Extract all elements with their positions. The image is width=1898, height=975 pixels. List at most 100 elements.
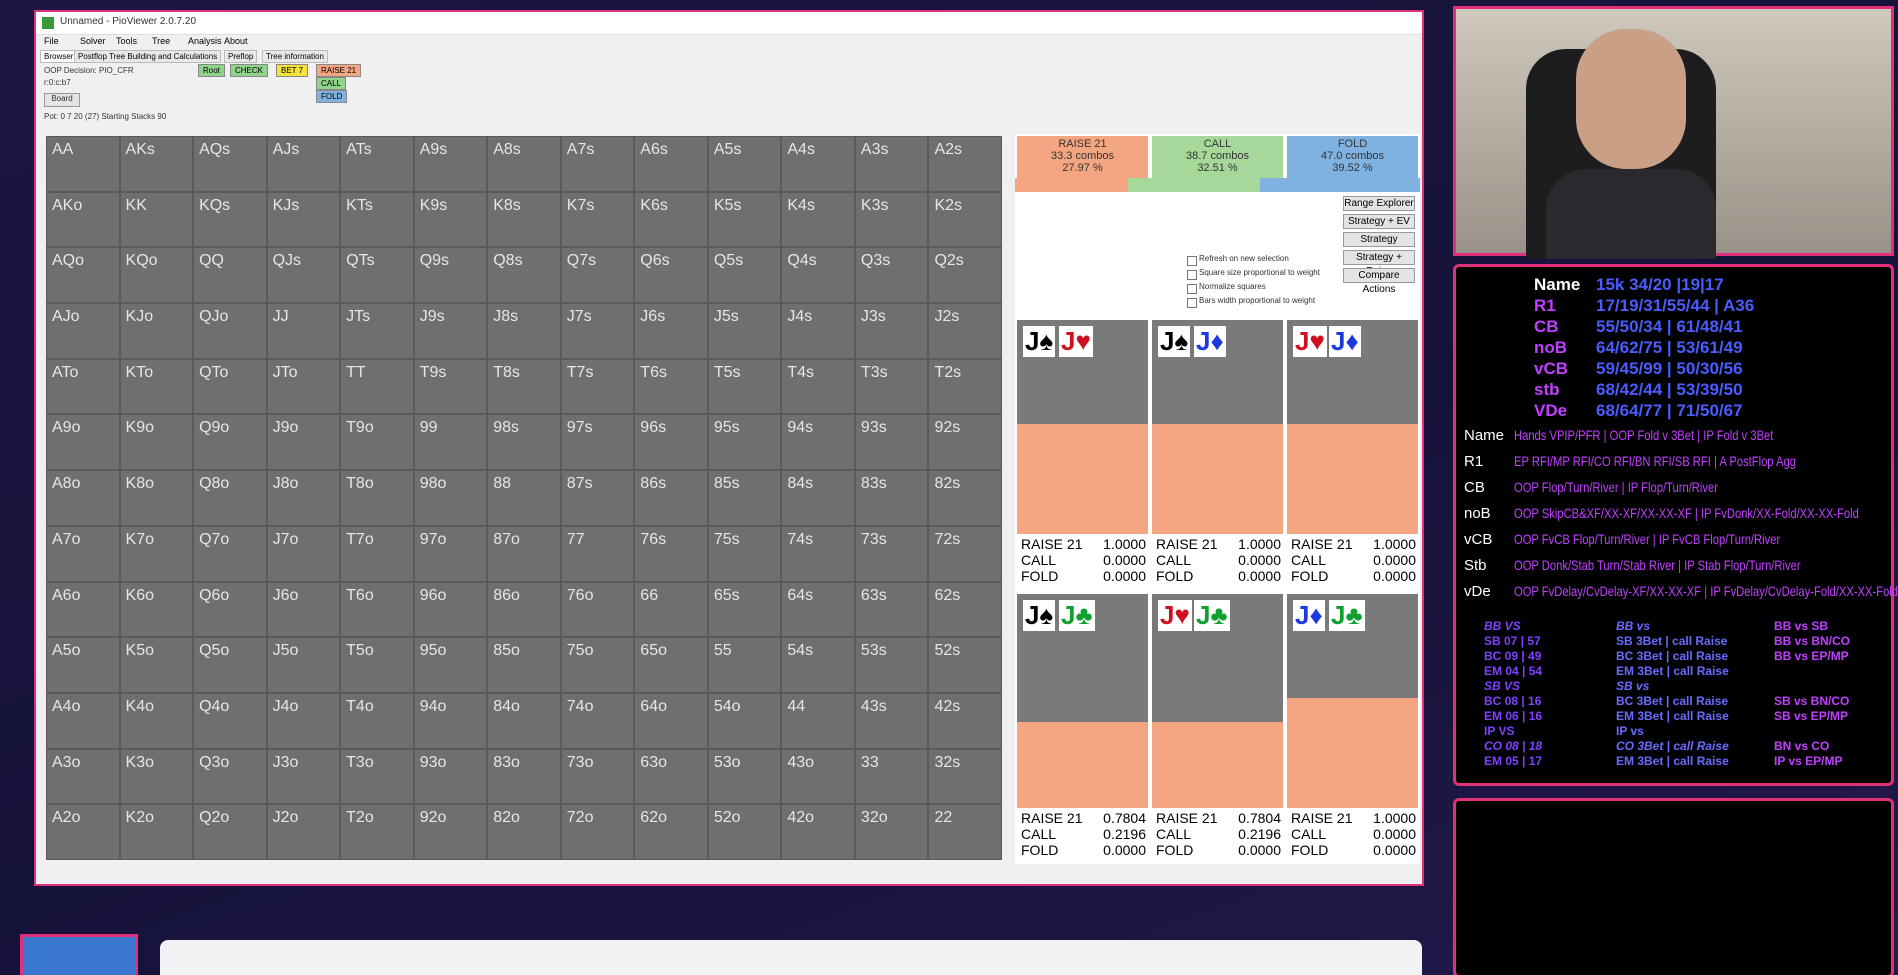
hand-cell[interactable]: T6o: [340, 581, 414, 638]
tree-node[interactable]: CALL: [316, 77, 347, 90]
hand-cell[interactable]: 52s: [928, 637, 1002, 693]
hand-cell[interactable]: K2s: [928, 191, 1002, 248]
hand-cell[interactable]: 85o: [487, 637, 561, 693]
hand-cell[interactable]: J6s: [634, 303, 708, 359]
hand-cell[interactable]: K5s: [707, 191, 782, 248]
hand-cell[interactable]: A4s: [781, 136, 855, 192]
hand-cell[interactable]: 75s: [707, 525, 782, 582]
hand-cell[interactable]: 83o: [487, 748, 561, 805]
hand-cell[interactable]: TT: [340, 358, 414, 415]
hand-cell[interactable]: Q4o: [193, 692, 267, 749]
hand-cell[interactable]: KJs: [266, 191, 341, 248]
checkbox[interactable]: [1187, 270, 1197, 280]
hand-cell[interactable]: A6s: [634, 136, 708, 192]
hand-cell[interactable]: K7o: [119, 525, 194, 582]
hand-cell[interactable]: J2o: [266, 804, 341, 860]
hand-cell[interactable]: 75o: [560, 637, 635, 693]
hand-cell[interactable]: ATo: [46, 358, 120, 415]
hand-cell[interactable]: 93s: [854, 414, 929, 471]
hand-cell[interactable]: 42o: [781, 804, 855, 860]
hand-cell[interactable]: 72o: [560, 804, 635, 860]
hand-cell[interactable]: Q8o: [193, 470, 267, 526]
hand-cell[interactable]: 94s: [781, 414, 855, 471]
hand-cell[interactable]: Q7s: [560, 247, 635, 304]
hand-cell[interactable]: A2o: [46, 804, 120, 860]
hand-cell[interactable]: T2s: [928, 358, 1002, 415]
hand-cell[interactable]: 32o: [854, 804, 929, 860]
hand-cell[interactable]: KQo: [119, 247, 194, 304]
hand-cell[interactable]: JTo: [266, 358, 341, 415]
hand-cell[interactable]: 93o: [413, 748, 488, 805]
hand-cell[interactable]: Q7o: [193, 525, 267, 582]
hand-cell[interactable]: Q3o: [193, 748, 267, 805]
tree-node[interactable]: FOLD: [316, 90, 348, 103]
hand-cell[interactable]: K4s: [781, 191, 855, 248]
hand-cell[interactable]: J8o: [266, 470, 341, 526]
hand-cell[interactable]: 72s: [928, 525, 1002, 582]
hand-cell[interactable]: 53s: [854, 637, 929, 693]
hand-cell[interactable]: A9o: [46, 414, 120, 471]
hand-cell[interactable]: 95o: [413, 637, 488, 693]
hand-cell[interactable]: 97o: [413, 525, 488, 582]
hand-cell[interactable]: AJo: [46, 303, 120, 359]
hand-cell[interactable]: 63o: [634, 748, 708, 805]
hand-cell[interactable]: 76o: [560, 581, 635, 638]
hand-cell[interactable]: K9o: [119, 414, 194, 471]
hand-cell[interactable]: 54s: [781, 637, 855, 693]
hand-cell[interactable]: J7o: [266, 525, 341, 582]
hand-cell[interactable]: J4o: [266, 692, 341, 749]
hand-cell[interactable]: 98o: [413, 470, 488, 526]
hand-cell[interactable]: QTs: [340, 247, 414, 304]
hand-cell[interactable]: AQo: [46, 247, 120, 304]
hand-cell[interactable]: 92s: [928, 414, 1002, 471]
hand-cell[interactable]: JTs: [340, 303, 414, 359]
hand-cell[interactable]: 55: [707, 637, 782, 693]
hand-cell[interactable]: J3o: [266, 748, 341, 805]
hand-cell[interactable]: Q2s: [928, 247, 1002, 304]
hand-cell[interactable]: KK: [119, 191, 194, 248]
hand-cell[interactable]: A9s: [413, 136, 488, 192]
tree-node[interactable]: BET 7: [276, 64, 309, 77]
panel-button[interactable]: Strategy + Raise: [1343, 250, 1415, 277]
hand-cell[interactable]: T7s: [560, 358, 635, 415]
hand-cell[interactable]: T6s: [634, 358, 708, 415]
hand-cell[interactable]: T9o: [340, 414, 414, 471]
hand-cell[interactable]: A5o: [46, 637, 120, 693]
checkbox[interactable]: [1187, 284, 1197, 294]
hand-cell[interactable]: 22: [928, 804, 1002, 860]
hand-cell[interactable]: Q9o: [193, 414, 267, 471]
hand-cell[interactable]: 94o: [413, 692, 488, 749]
hand-cell[interactable]: Q8s: [487, 247, 561, 304]
hand-cell[interactable]: 82o: [487, 804, 561, 860]
hand-cell[interactable]: QJs: [266, 247, 341, 304]
hand-cell[interactable]: QJo: [193, 303, 267, 359]
hand-cell[interactable]: T3o: [340, 748, 414, 805]
hand-cell[interactable]: J5o: [266, 637, 341, 693]
hand-cell[interactable]: A7s: [560, 136, 635, 192]
hand-cell[interactable]: 64o: [634, 692, 708, 749]
hand-cell[interactable]: Q6s: [634, 247, 708, 304]
hand-cell[interactable]: 63s: [854, 581, 929, 638]
hand-cell[interactable]: A3o: [46, 748, 120, 805]
hand-cell[interactable]: 97s: [560, 414, 635, 471]
hand-cell[interactable]: K3o: [119, 748, 194, 805]
hand-cell[interactable]: KQs: [193, 191, 267, 248]
hand-cell[interactable]: 42s: [928, 692, 1002, 749]
hand-cell[interactable]: K7s: [560, 191, 635, 248]
hand-cell[interactable]: J6o: [266, 581, 341, 638]
hand-cell[interactable]: A3s: [854, 136, 929, 192]
hand-cell[interactable]: J8s: [487, 303, 561, 359]
hand-cell[interactable]: 52o: [707, 804, 782, 860]
hand-cell[interactable]: T8o: [340, 470, 414, 526]
board-button[interactable]: Board: [44, 93, 80, 107]
hand-cell[interactable]: 73o: [560, 748, 635, 805]
hand-cell[interactable]: 98s: [487, 414, 561, 471]
hand-cell[interactable]: 66: [634, 581, 708, 638]
hand-cell[interactable]: Q9s: [413, 247, 488, 304]
hand-cell[interactable]: 32s: [928, 748, 1002, 805]
hand-cell[interactable]: K8s: [487, 191, 561, 248]
hand-cell[interactable]: K3s: [854, 191, 929, 248]
hand-cell[interactable]: 76s: [634, 525, 708, 582]
hand-cell[interactable]: T3s: [854, 358, 929, 415]
tree-node[interactable]: Root: [198, 64, 225, 77]
